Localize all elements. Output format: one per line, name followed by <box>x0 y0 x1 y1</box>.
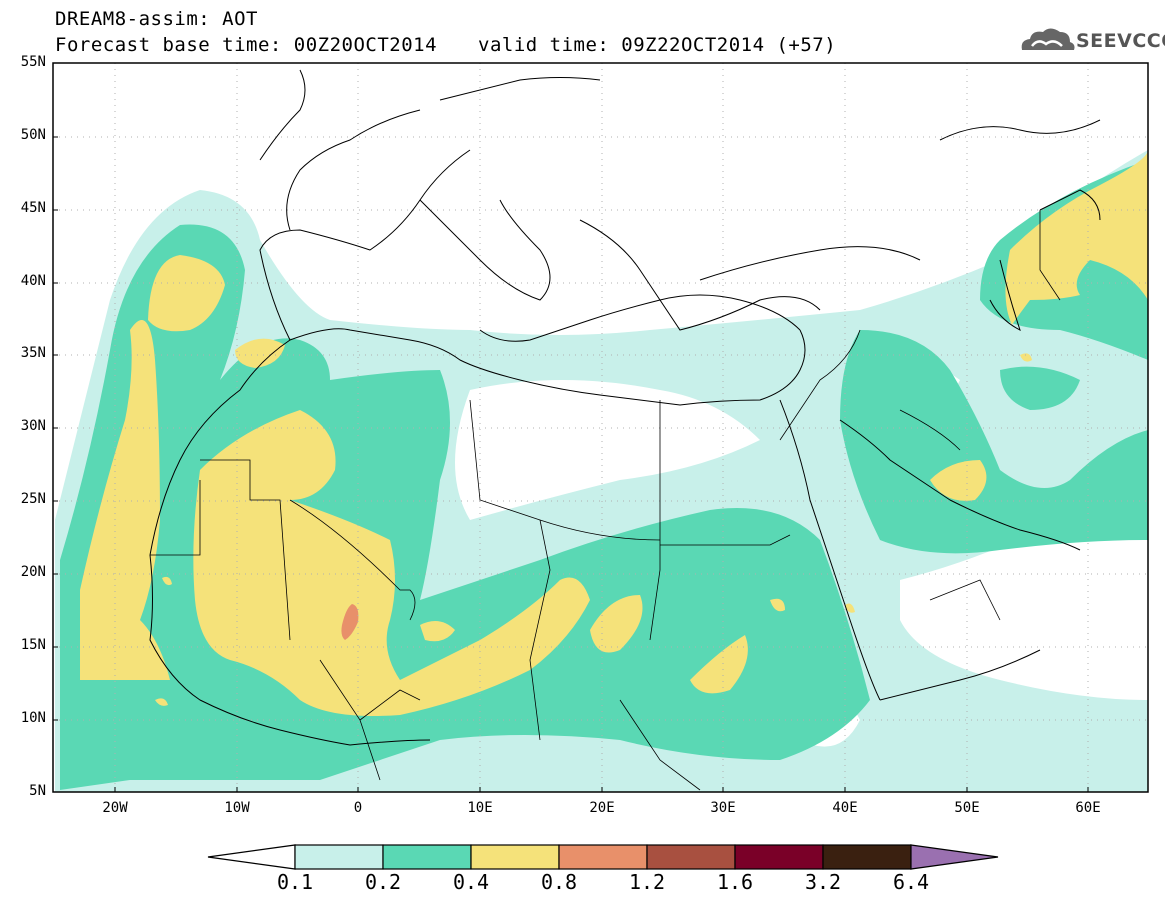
colorbar-bin-4 <box>558 844 648 870</box>
coastlines <box>149 69 1101 746</box>
lat-label: 20N <box>20 564 46 580</box>
lon-label: 40E <box>832 800 858 816</box>
colorbar-bin-6 <box>734 844 824 870</box>
aot-level-0-8 <box>341 604 359 640</box>
colorbar-label: 0.1 <box>276 870 314 894</box>
colorbar-bin-3 <box>470 844 560 870</box>
logo-text: SEEVCCC <box>1076 30 1165 52</box>
lon-label: 10W <box>224 800 250 816</box>
lon-label: 50E <box>954 800 980 816</box>
lat-label: 10N <box>20 710 46 726</box>
lat-label: 40N <box>20 273 46 289</box>
aot-level-0-4 <box>80 150 1148 716</box>
lat-label: 55N <box>20 54 46 70</box>
lat-label: 35N <box>20 345 46 361</box>
colorbar-label: 1.2 <box>628 870 666 894</box>
lon-label: 30E <box>710 800 736 816</box>
lat-label: 15N <box>20 637 46 653</box>
lon-label: 20E <box>589 800 615 816</box>
lat-label: 5N <box>29 783 46 799</box>
lon-label: 20W <box>102 800 128 816</box>
valid-time: valid time: 09Z22OCT2014 (+57) <box>478 34 837 56</box>
axis-ticks <box>53 136 1089 792</box>
forecast-base-time: Forecast base time: 00Z20OCT2014 <box>55 34 438 56</box>
colorbar-bin-5 <box>646 844 736 870</box>
graticule <box>53 63 1148 792</box>
colorbar-min-arrow <box>207 844 296 870</box>
map-title: DREAM8-assim: AOT <box>55 8 258 30</box>
colorbar-max-arrow <box>910 844 999 870</box>
lon-label: 0 <box>353 800 363 816</box>
borders <box>150 210 1061 791</box>
colorbar-label: 3.2 <box>804 870 842 894</box>
lat-label: 50N <box>20 127 46 143</box>
colorbar <box>207 844 999 870</box>
colorbar-bin-2 <box>382 844 472 870</box>
cloud-icon <box>1021 28 1075 50</box>
colorbar-label: 0.2 <box>364 870 402 894</box>
lon-label: 60E <box>1075 800 1101 816</box>
lon-label: 10E <box>467 800 493 816</box>
colorbar-label: 6.4 <box>892 870 930 894</box>
colorbar-bin-7 <box>822 844 912 870</box>
colorbar-bin-1 <box>294 844 384 870</box>
colorbar-label: 1.6 <box>716 870 754 894</box>
lat-label: 30N <box>20 418 46 434</box>
lat-label: 45N <box>20 200 46 216</box>
colorbar-label: 0.8 <box>540 870 578 894</box>
colorbar-label: 0.4 <box>452 870 490 894</box>
lat-label: 25N <box>20 491 46 507</box>
